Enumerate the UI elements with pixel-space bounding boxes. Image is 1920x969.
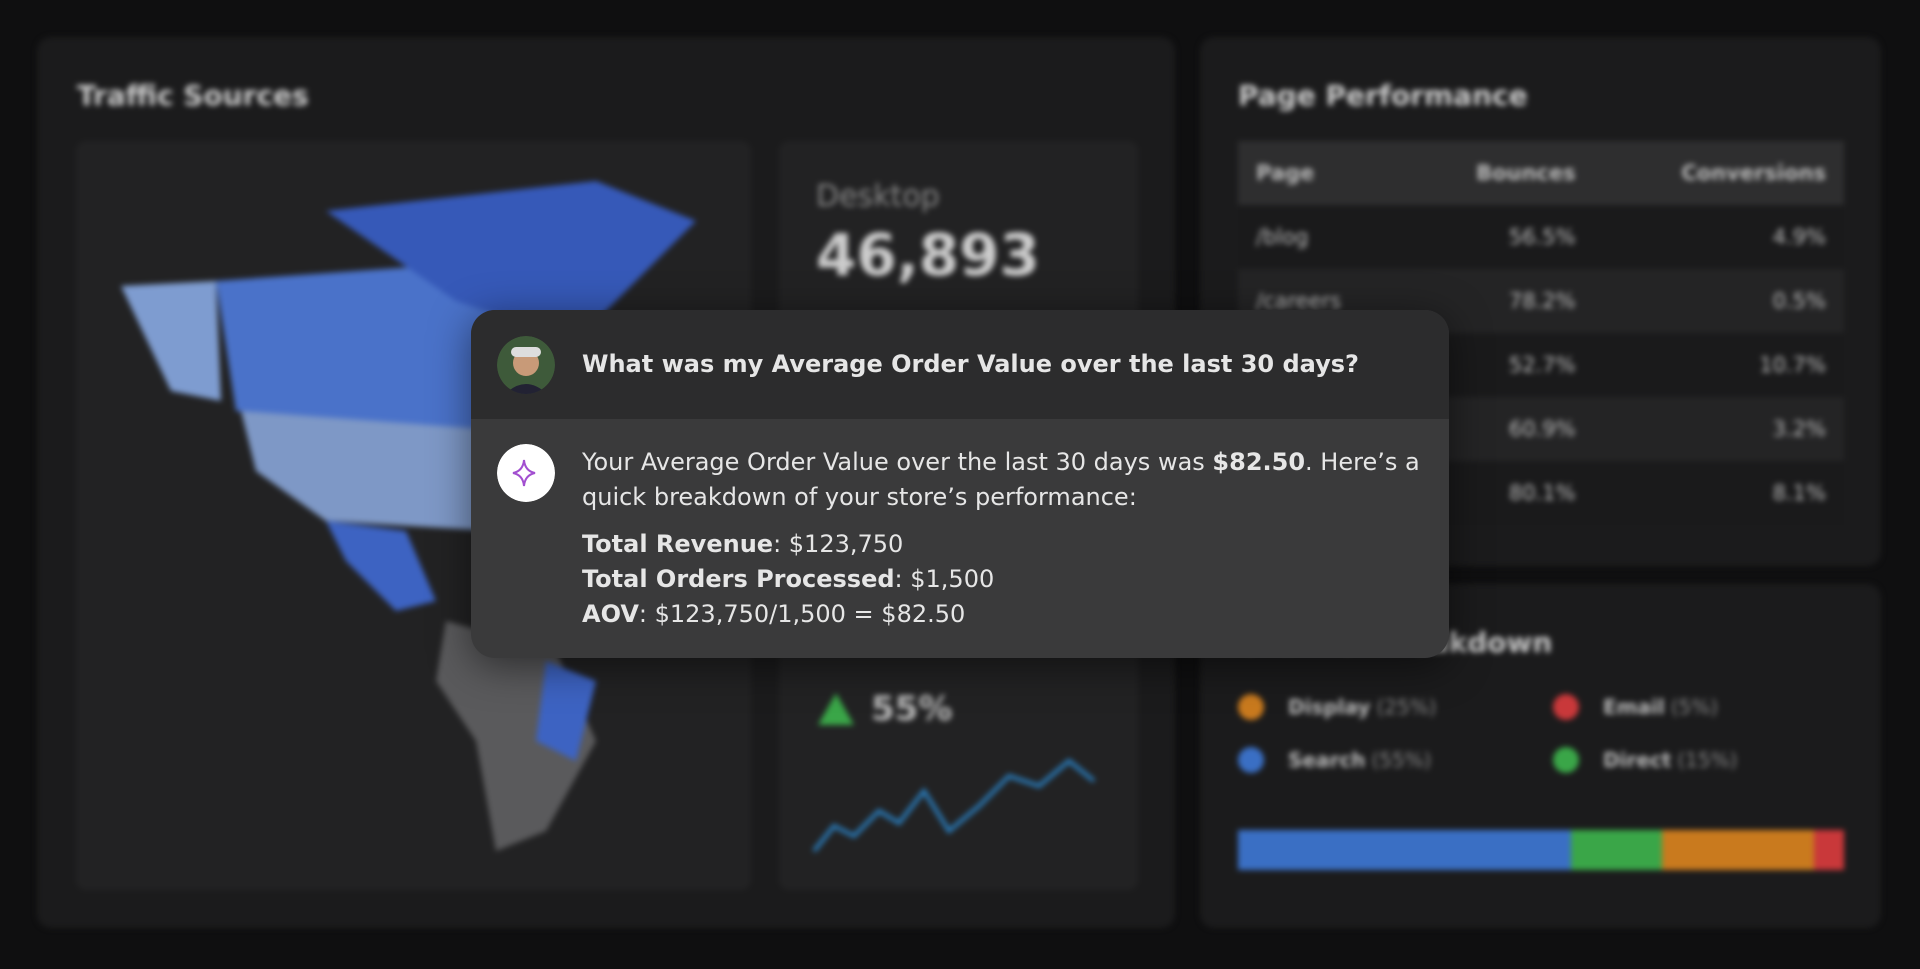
map <box>121 181 696 851</box>
question-row: What was my Average Order Value over the… <box>471 310 1449 419</box>
cell: /careers <box>1256 289 1342 313</box>
legend-label: (15%) <box>1677 748 1738 772</box>
cell: 4.9% <box>1772 225 1826 249</box>
cell: /blog <box>1256 225 1309 249</box>
bar-segment <box>1571 830 1663 870</box>
legend-item: Search (55%) <box>1238 747 1431 773</box>
question: What was my Average Order Value over the… <box>582 350 1359 378</box>
performance-panel: Page Performance Page Bounces Conversions /… <box>1200 37 1881 566</box>
title: Page Performance <box>1238 79 1528 112</box>
legend-dot <box>1238 694 1264 720</box>
header-cell: Bounces <box>1476 161 1576 185</box>
header-row: Page Bounces Conversions <box>1238 141 1844 205</box>
legend-item: Direct (15%) <box>1553 747 1737 773</box>
cell: 56.5% <box>1508 225 1576 249</box>
cell: 52.7% <box>1508 353 1576 377</box>
channels-panel: Channel Breakdown Display(25%)Email(5%)S… <box>1200 584 1881 928</box>
header-cell: Conversions <box>1681 161 1826 185</box>
cell: 8.1% <box>1772 481 1826 505</box>
legend-name: Search <box>1288 748 1366 772</box>
change: 55% <box>871 689 953 729</box>
sparkline <box>812 758 1096 853</box>
up-arrow <box>818 693 854 725</box>
count: 46,893 <box>816 221 1040 289</box>
breakdown-item: Total Orders Processed: $1,500 <box>582 562 994 597</box>
legend-name: Email <box>1603 695 1665 719</box>
stacked-bar <box>1238 830 1844 870</box>
legend-dot <box>1553 747 1579 773</box>
breakdown-label: AOV <box>582 600 639 628</box>
cell: 80.1% <box>1508 481 1576 505</box>
row: /blog 56.5% 4.9% <box>1238 205 1844 269</box>
breakdown-text: : $123,750 <box>773 530 904 558</box>
cell: 0.5% <box>1772 289 1826 313</box>
breakdown-item: AOV: $123,750/1,500 = $82.50 <box>582 597 994 632</box>
device: Desktop <box>816 179 940 214</box>
breakdown-label: Total Revenue <box>582 530 774 558</box>
bar-segment <box>1813 830 1844 870</box>
answer-text: . Here’s a quick breakdown of your store… <box>582 448 1420 511</box>
breakdown-text: : $123,750/1,500 = $82.50 <box>638 600 966 628</box>
breakdown-item: Total Revenue: $123,750 <box>582 527 994 562</box>
cell: 10.7% <box>1759 353 1826 377</box>
answer: Your Average Order Value over the last 3… <box>582 445 1422 515</box>
legend-label: (25%) <box>1376 695 1437 719</box>
legend-name: Direct <box>1603 748 1672 772</box>
cell: 3.2% <box>1772 417 1826 441</box>
header-cell: Page <box>1256 161 1315 185</box>
legend-dot <box>1238 747 1264 773</box>
legend-item: Email (5%) <box>1553 694 1718 720</box>
cell: 60.9% <box>1508 417 1576 441</box>
title: Traffic Sources <box>77 79 309 112</box>
breakdown: Total Revenue: $123,750 Total Orders Proc… <box>582 527 994 632</box>
chat-dialog: What was my Average Order Value over the… <box>471 310 1449 658</box>
answer-text: Your Average Order Value over the last 3… <box>582 448 1213 476</box>
breakdown-text: : $1,500 <box>894 565 995 593</box>
legend-label: (5%) <box>1670 695 1719 719</box>
legend-item: Display (25%) <box>1238 694 1437 720</box>
legend-dot <box>1553 694 1579 720</box>
bar-segment <box>1238 830 1572 870</box>
assistant-icon <box>497 444 555 502</box>
bar-segment <box>1662 830 1814 870</box>
cell: 78.2% <box>1508 289 1576 313</box>
legend-name: Display <box>1288 695 1371 719</box>
breakdown-label: Total Orders Processed <box>582 565 895 593</box>
legend-label: (55%) <box>1371 748 1432 772</box>
user-avatar <box>497 336 555 394</box>
answer-value: $82.50 <box>1212 448 1306 476</box>
